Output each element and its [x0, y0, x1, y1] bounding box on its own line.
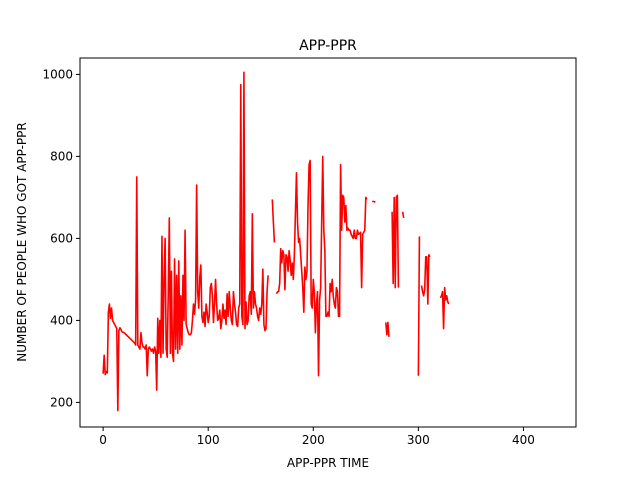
series-line-segment: [391, 194, 400, 289]
series-line-segment: [417, 236, 421, 376]
x-tick-label: 100: [197, 433, 220, 447]
axes-frame: [79, 57, 577, 428]
y-tick-label: 1000: [42, 67, 73, 81]
series-line-segment: [372, 200, 376, 203]
plot-area: [102, 71, 450, 412]
chart-title: APP-PPR: [299, 38, 357, 54]
y-tick-label: 600: [50, 231, 73, 245]
series-line-segment: [275, 155, 368, 377]
series-line-segment: [439, 286, 450, 330]
axis-ticks: 0 100 200 300 400 200 400 600 800 1000: [42, 67, 534, 447]
series-line-segment: [401, 211, 405, 219]
series-line-segment: [271, 199, 276, 243]
y-tick-label: 800: [50, 149, 73, 163]
x-tick-label: 300: [407, 433, 430, 447]
series-line-segment: [385, 321, 390, 337]
series-line-segment: [102, 71, 269, 412]
x-axis-label: APP-PPR TIME: [287, 456, 369, 470]
x-tick-label: 200: [302, 433, 325, 447]
x-tick-label: 400: [512, 433, 535, 447]
series-line-segment: [420, 254, 431, 305]
y-tick-label: 400: [50, 313, 73, 327]
y-axis-label: NUMBER OF PEOPLE WHO GOT APP-PPR: [15, 122, 29, 361]
x-tick-label: 0: [99, 433, 107, 447]
y-tick-label: 200: [50, 395, 73, 409]
